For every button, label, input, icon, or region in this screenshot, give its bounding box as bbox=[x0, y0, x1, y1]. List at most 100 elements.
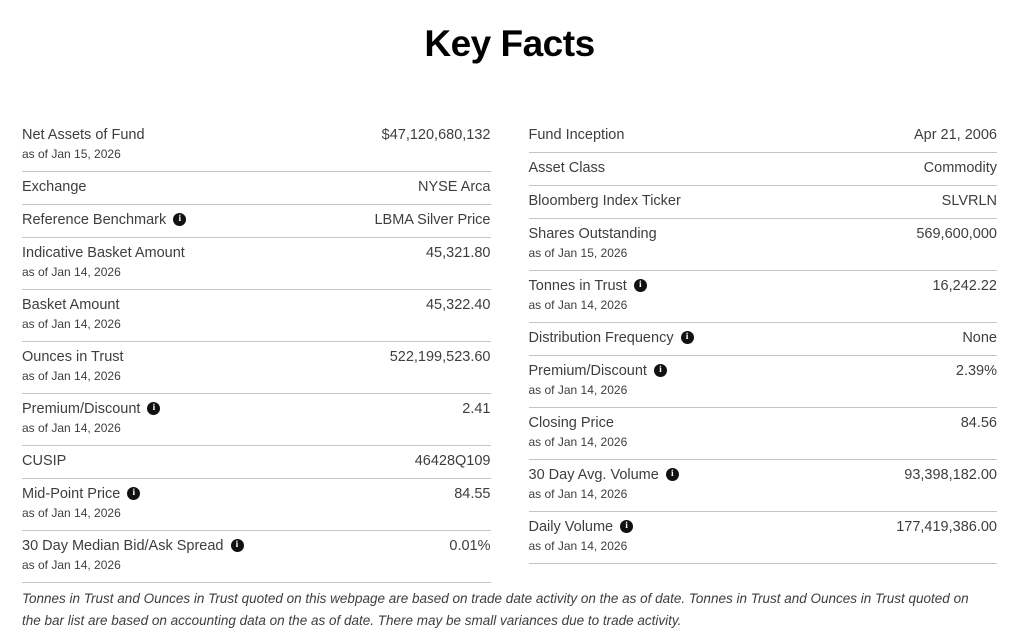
fact-value: 0.01% bbox=[449, 538, 491, 554]
fact-label-cell: Asset Class bbox=[529, 159, 912, 178]
fact-label-line: Premium/Discount i bbox=[22, 400, 450, 419]
fact-label: Indicative Basket Amount bbox=[22, 245, 185, 261]
fact-label-line: Premium/Discount i bbox=[529, 362, 944, 381]
fact-row: Mid-Point Price i as of Jan 14, 2026 84.55 bbox=[22, 479, 491, 531]
fact-value: 569,600,000 bbox=[916, 226, 997, 242]
fact-label-cell: 30 Day Avg. Volume i as of Jan 14, 2026 bbox=[529, 466, 893, 502]
fact-value: None bbox=[962, 330, 997, 346]
fact-label: Closing Price bbox=[528, 415, 614, 431]
fact-value: 84.56 bbox=[960, 415, 997, 431]
fact-label: Reference Benchmark bbox=[22, 212, 167, 228]
fact-row: CUSIP 46428Q109 bbox=[22, 446, 491, 479]
fact-label-line: Asset Class bbox=[529, 159, 912, 178]
fact-row: Bloomberg Index Ticker SLVRLN bbox=[528, 186, 997, 219]
fact-asof-date: as of Jan 14, 2026 bbox=[22, 317, 121, 331]
fact-label: CUSIP bbox=[22, 453, 67, 469]
fact-row: Daily Volume i as of Jan 14, 2026 177,419,3… bbox=[528, 512, 997, 564]
fact-asof-date: as of Jan 14, 2026 bbox=[22, 265, 121, 279]
fact-asof-date: as of Jan 14, 2026 bbox=[22, 506, 121, 520]
fact-value: 2.39% bbox=[955, 363, 997, 379]
info-icon-glyph: i bbox=[178, 213, 182, 224]
fact-value: SLVRLN bbox=[941, 193, 997, 209]
fact-label-cell: Distribution Frequency i bbox=[529, 329, 951, 348]
info-icon-glyph: i bbox=[685, 331, 689, 342]
info-icon[interactable]: i bbox=[230, 539, 244, 552]
fact-value: 46428Q109 bbox=[414, 453, 491, 469]
fact-label: Basket Amount bbox=[22, 297, 120, 313]
info-icon[interactable]: i bbox=[633, 279, 647, 292]
key-facts-column-left: Net Assets of Fund as of Jan 15, 2026 $47,… bbox=[22, 120, 491, 583]
fact-label-cell: CUSIP bbox=[22, 452, 403, 471]
fact-label-cell: Basket Amount as of Jan 14, 2026 bbox=[22, 296, 414, 332]
fact-asof-date: as of Jan 14, 2026 bbox=[22, 558, 121, 572]
fact-asof-date: as of Jan 15, 2026 bbox=[22, 147, 121, 161]
fact-label-line: Tonnes in Trust i bbox=[529, 277, 921, 296]
fact-row: Asset Class Commodity bbox=[528, 153, 997, 186]
fact-label: 30 Day Median Bid/Ask Spread bbox=[22, 538, 224, 554]
key-facts-column-right: Fund Inception Apr 21, 2006 Asset Class Com… bbox=[528, 120, 997, 564]
fact-row: Basket Amount as of Jan 14, 2026 45,322.40 bbox=[22, 290, 491, 342]
fact-row: Shares Outstanding as of Jan 15, 2026 569,… bbox=[528, 219, 997, 271]
fact-label-line: Shares Outstanding bbox=[529, 225, 905, 244]
fact-label: Mid-Point Price bbox=[22, 486, 121, 502]
fact-label-cell: Premium/Discount i as of Jan 14, 2026 bbox=[529, 362, 944, 398]
footnote: Tonnes in Trust and Ounces in Trust quot… bbox=[22, 591, 969, 628]
info-icon-glyph: i bbox=[235, 539, 239, 550]
fact-value: 45,322.40 bbox=[425, 297, 491, 313]
page-title: Key Facts bbox=[424, 23, 595, 64]
fact-row: Ounces in Trust as of Jan 14, 2026 522,199… bbox=[22, 342, 491, 394]
info-icon[interactable]: i bbox=[665, 468, 679, 481]
fact-label-cell: 30 Day Median Bid/Ask Spread i as of Jan 1… bbox=[22, 537, 437, 573]
fact-row: Exchange NYSE Arca bbox=[22, 172, 491, 205]
fact-label-cell: Closing Price as of Jan 14, 2026 bbox=[529, 414, 949, 450]
fact-asof-date: as of Jan 14, 2026 bbox=[528, 435, 628, 449]
fact-row: Premium/Discount i as of Jan 14, 2026 2.39% bbox=[528, 356, 997, 408]
fact-value: 45,321.80 bbox=[425, 245, 491, 261]
fact-value: 93,398,182.00 bbox=[904, 467, 997, 483]
fact-label-cell: Fund Inception bbox=[529, 126, 902, 145]
fact-label: 30 Day Avg. Volume bbox=[528, 467, 659, 483]
fact-value: NYSE Arca bbox=[417, 179, 491, 195]
info-icon[interactable]: i bbox=[680, 331, 694, 344]
info-icon[interactable]: i bbox=[173, 213, 187, 226]
fact-label-line: Indicative Basket Amount bbox=[22, 244, 414, 263]
info-icon-glyph: i bbox=[152, 402, 156, 413]
fact-label: Distribution Frequency bbox=[528, 330, 674, 346]
fact-label-cell: Mid-Point Price i as of Jan 14, 2026 bbox=[22, 485, 442, 521]
info-icon[interactable]: i bbox=[127, 487, 141, 500]
fact-label-line: Ounces in Trust bbox=[22, 348, 378, 367]
fact-row: Fund Inception Apr 21, 2006 bbox=[528, 120, 997, 153]
fact-label-line: 30 Day Median Bid/Ask Spread i bbox=[22, 537, 437, 556]
info-icon-glyph: i bbox=[671, 468, 674, 479]
info-icon-glyph: i bbox=[659, 364, 662, 375]
key-facts-grid: Net Assets of Fund as of Jan 15, 2026 $47,… bbox=[22, 120, 997, 583]
fact-label: Net Assets of Fund bbox=[22, 127, 145, 143]
fact-label-line: 30 Day Avg. Volume i bbox=[529, 466, 893, 485]
info-icon-glyph: i bbox=[132, 487, 136, 498]
info-icon[interactable]: i bbox=[147, 402, 161, 415]
info-icon[interactable]: i bbox=[620, 520, 634, 533]
fact-label: Daily Volume bbox=[528, 519, 614, 535]
fact-asof-date: as of Jan 14, 2026 bbox=[528, 298, 628, 312]
fact-asof-date: as of Jan 14, 2026 bbox=[528, 539, 628, 553]
fact-asof-date: as of Jan 14, 2026 bbox=[22, 369, 121, 383]
fact-label-cell: Ounces in Trust as of Jan 14, 2026 bbox=[22, 348, 378, 384]
fact-label-line: Fund Inception bbox=[529, 126, 902, 145]
fact-value: 177,419,386.00 bbox=[896, 519, 997, 535]
fact-row: Reference Benchmark i LBMA Silver Price bbox=[22, 205, 491, 238]
info-icon[interactable]: i bbox=[653, 364, 667, 377]
fact-asof-date: as of Jan 14, 2026 bbox=[22, 421, 121, 435]
fact-label: Exchange bbox=[22, 179, 87, 195]
fact-label-cell: Exchange bbox=[22, 178, 406, 197]
fact-label: Fund Inception bbox=[528, 127, 625, 143]
fact-label-cell: Bloomberg Index Ticker bbox=[529, 192, 930, 211]
fact-label: Asset Class bbox=[528, 160, 606, 176]
fact-row: Premium/Discount i as of Jan 14, 2026 2.41 bbox=[22, 394, 491, 446]
fact-value: Apr 21, 2006 bbox=[913, 127, 997, 143]
fact-label-line: Bloomberg Index Ticker bbox=[529, 192, 930, 211]
info-icon-glyph: i bbox=[639, 279, 642, 290]
fact-row: Distribution Frequency i None bbox=[528, 323, 997, 356]
fact-row: Closing Price as of Jan 14, 2026 84.56 bbox=[528, 408, 997, 460]
fact-label: Ounces in Trust bbox=[22, 349, 124, 365]
